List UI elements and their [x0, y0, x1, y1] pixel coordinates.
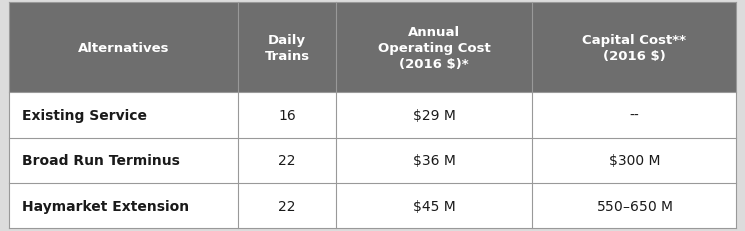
Text: Daily
Trains: Daily Trains [264, 33, 310, 62]
Text: Annual
Operating Cost
(2016 $)*: Annual Operating Cost (2016 $)* [378, 25, 491, 70]
Text: Capital Cost**
(2016 $): Capital Cost** (2016 $) [583, 33, 686, 62]
Text: 22: 22 [279, 154, 296, 167]
Text: $45 M: $45 M [413, 199, 456, 213]
Text: $550 – $650 M: $550 – $650 M [596, 199, 673, 213]
Text: $300 M: $300 M [609, 154, 660, 167]
Text: 16: 16 [278, 109, 296, 122]
Text: $36 M: $36 M [413, 154, 456, 167]
Text: Existing Service: Existing Service [22, 109, 148, 122]
Text: Broad Run Terminus: Broad Run Terminus [22, 154, 180, 167]
Text: $29 M: $29 M [413, 109, 456, 122]
Text: --: -- [630, 109, 639, 122]
Text: Haymarket Extension: Haymarket Extension [22, 199, 189, 213]
Text: Alternatives: Alternatives [77, 41, 169, 54]
Text: 22: 22 [279, 199, 296, 213]
